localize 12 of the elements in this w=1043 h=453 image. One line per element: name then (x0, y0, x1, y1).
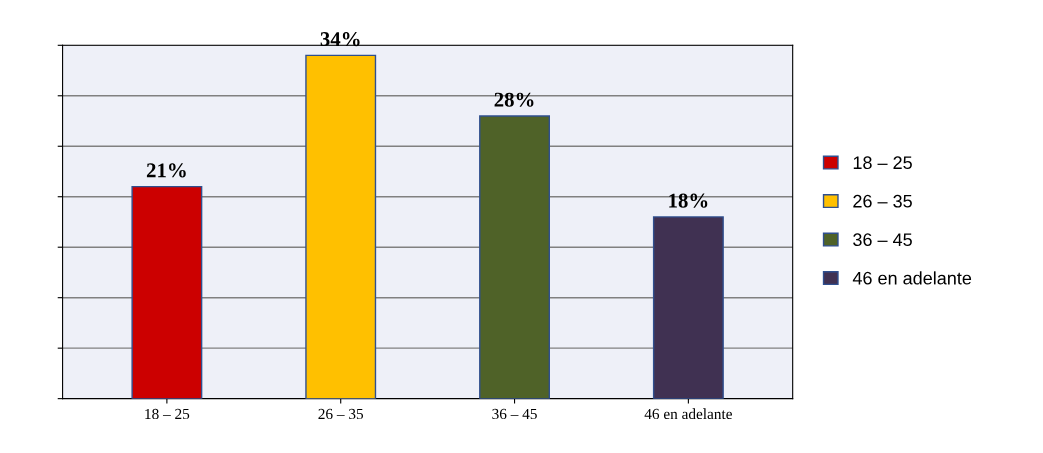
data-label: 21% (146, 163, 186, 178)
legend-label: 18 – 25 (853, 156, 912, 170)
legend-label: 46 en adelante (852, 271, 972, 285)
x-tick-label: 18 – 25 (145, 408, 190, 420)
data-label: 18% (669, 193, 708, 208)
x-tick-label: 36 – 45 (492, 408, 537, 420)
legend-label: 26 – 35 (853, 194, 912, 208)
data-label: 28% (494, 92, 534, 107)
x-tick-label: 46 en adelante (644, 408, 732, 420)
legend-label: 36 – 45 (853, 233, 912, 247)
x-tick-label: 26 – 35 (318, 408, 364, 420)
data-label: 34% (320, 32, 360, 47)
